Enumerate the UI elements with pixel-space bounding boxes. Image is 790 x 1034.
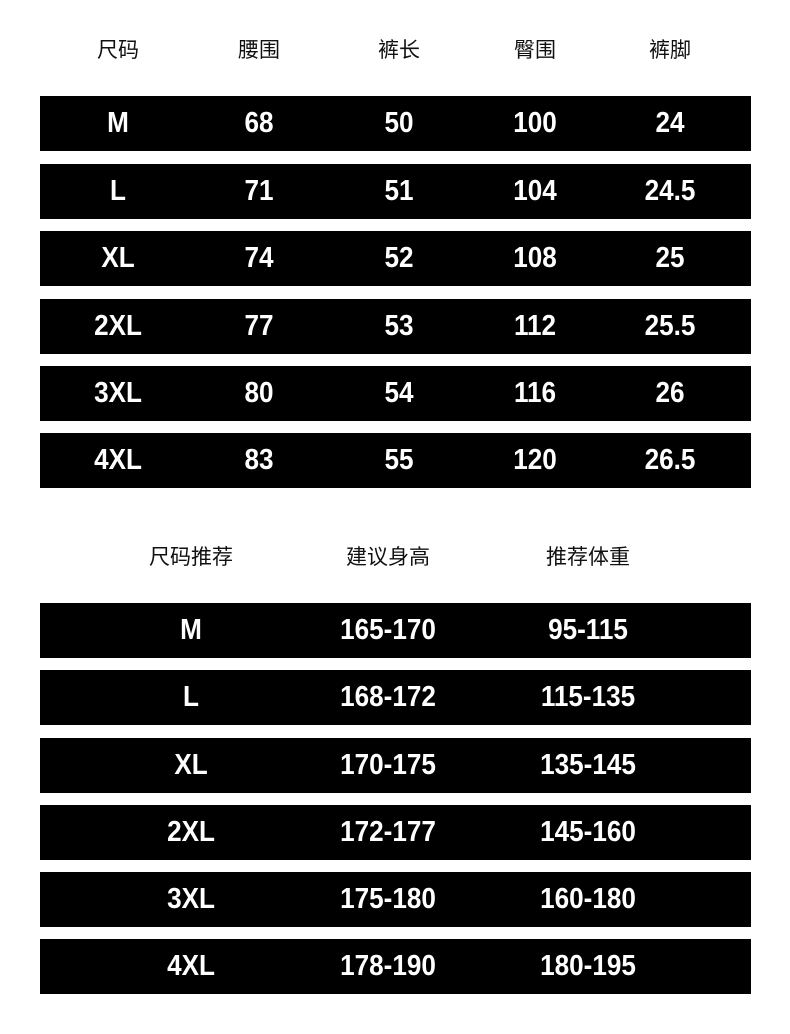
size-table-cell: 68: [244, 107, 274, 139]
recommend-table-cell: 4XL: [167, 950, 215, 982]
size-table-cell: 80: [244, 377, 274, 409]
size-table-cell: 104: [513, 175, 557, 207]
size-table-cell: 108: [513, 242, 557, 274]
size-table-row: 4XL 83 55 120 26.5: [40, 433, 751, 488]
size-table-header: 尺码: [97, 38, 139, 62]
size-table-cell: 100: [513, 107, 557, 139]
recommend-table-cell: 178-190: [340, 950, 436, 982]
size-table-cell: 55: [384, 444, 414, 476]
size-table-cell: M: [107, 107, 129, 139]
size-table-header: 裤长: [378, 38, 420, 62]
size-table-cell: 26: [655, 377, 685, 409]
recommend-table-cell: 2XL: [167, 816, 215, 848]
recommend-table-row: M 165-170 95-115: [40, 603, 751, 658]
size-table-row: L 71 51 104 24.5: [40, 164, 751, 219]
recommend-table-header: 建议身高: [346, 545, 430, 569]
size-table-cell: 77: [244, 310, 274, 342]
recommend-table-cell: 175-180: [340, 883, 436, 915]
size-table-cell: L: [110, 175, 126, 207]
size-table-cell: 24.5: [644, 175, 696, 207]
size-table-row: M 68 50 100 24: [40, 96, 751, 151]
recommend-table-cell: 115-135: [540, 681, 636, 713]
size-table-cell: 4XL: [94, 444, 142, 476]
recommend-table-cell: 95-115: [548, 614, 628, 646]
recommend-table-row: 4XL 178-190 180-195: [40, 939, 751, 994]
recommend-table-cell: 3XL: [167, 883, 215, 915]
recommend-table-cell: 135-145: [540, 749, 636, 781]
size-table-cell: 51: [384, 175, 414, 207]
size-table-cell: 24: [655, 107, 685, 139]
recommend-table-cell: 160-180: [540, 883, 636, 915]
size-table-cell: 116: [513, 377, 557, 409]
recommend-table-cell: 180-195: [540, 950, 636, 982]
size-table-cell: 2XL: [94, 310, 142, 342]
size-table-cell: 52: [384, 242, 414, 274]
recommend-table-header: 尺码推荐: [149, 545, 233, 569]
size-table-cell: XL: [101, 242, 135, 274]
recommend-table-cell: 168-172: [340, 681, 436, 713]
size-table-header: 裤脚: [649, 38, 691, 62]
size-table-cell: 71: [244, 175, 274, 207]
recommend-table-row: 3XL 175-180 160-180: [40, 872, 751, 927]
size-table-cell: 50: [384, 107, 414, 139]
size-table-row: XL 74 52 108 25: [40, 231, 751, 286]
recommend-table-cell: 165-170: [340, 614, 436, 646]
recommend-table-cell: 172-177: [340, 816, 436, 848]
recommend-table-row: 2XL 172-177 145-160: [40, 805, 751, 860]
size-table-cell: 74: [244, 242, 274, 274]
recommend-table-cell: M: [180, 614, 202, 646]
recommend-table-row: L 168-172 115-135: [40, 670, 751, 725]
size-table-cell: 25: [655, 242, 685, 274]
recommend-table-cell: XL: [174, 749, 208, 781]
size-table-cell: 120: [513, 444, 557, 476]
size-table-header: 腰围: [238, 38, 280, 62]
recommend-table-cell: 145-160: [540, 816, 636, 848]
size-table-cell: 26.5: [644, 444, 696, 476]
size-table-cell: 112: [513, 310, 557, 342]
size-table-row: 2XL 77 53 112 25.5: [40, 299, 751, 354]
size-table-header: 臀围: [514, 38, 556, 62]
recommend-table-row: XL 170-175 135-145: [40, 738, 751, 793]
size-table-cell: 54: [384, 377, 414, 409]
recommend-table-cell: 170-175: [340, 749, 436, 781]
size-table-row: 3XL 80 54 116 26: [40, 366, 751, 421]
size-table-cell: 3XL: [94, 377, 142, 409]
recommend-table-header: 推荐体重: [546, 545, 630, 569]
size-table-cell: 25.5: [644, 310, 696, 342]
recommend-table-cell: L: [183, 681, 199, 713]
size-table-cell: 53: [384, 310, 414, 342]
size-table-cell: 83: [244, 444, 274, 476]
